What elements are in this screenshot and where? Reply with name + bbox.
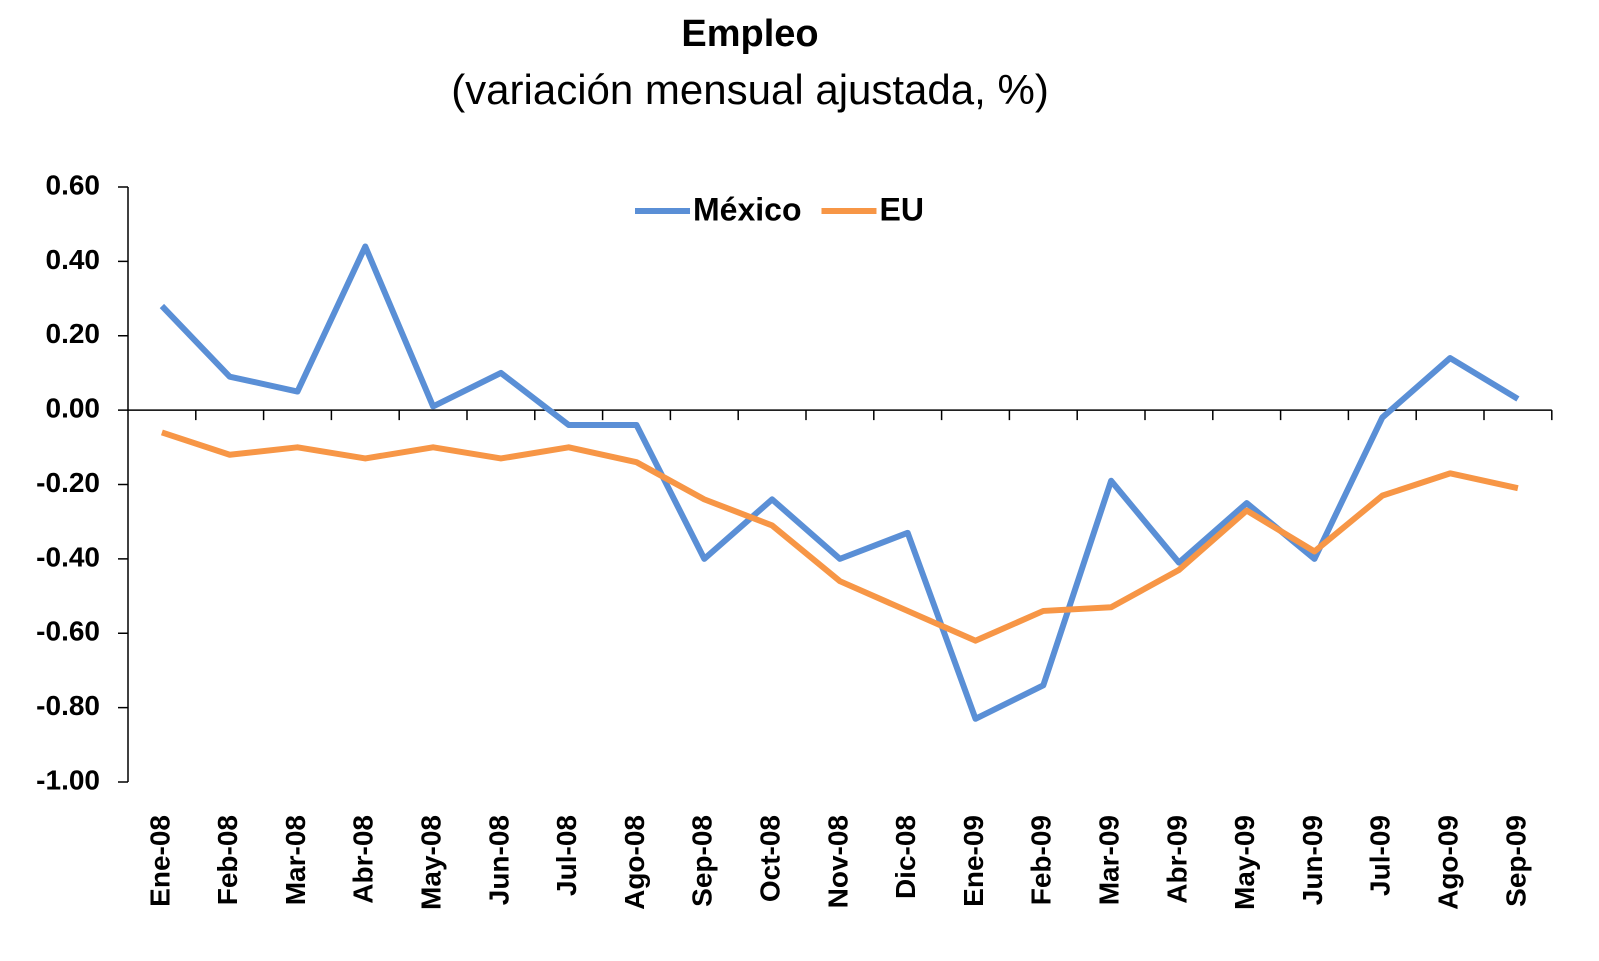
x-tick-label: May-09 [1229, 815, 1260, 910]
x-tick-label: Ene-08 [144, 815, 175, 907]
x-tick-label: Abr-08 [348, 815, 379, 904]
x-tick-label: Ago-09 [1432, 815, 1463, 910]
x-tick-label: Dic-08 [890, 815, 921, 899]
y-tick-label: 0.20 [46, 318, 101, 349]
chart-subtitle: (variación mensual ajustada, %) [451, 66, 1049, 113]
x-tick-label: Jun-08 [483, 815, 514, 905]
x-tick-label: Mar-08 [280, 815, 311, 905]
series-line [159, 243, 1520, 722]
x-tick-label: Ago-08 [619, 815, 650, 910]
x-tick-label: Ene-09 [958, 815, 989, 907]
x-tick-label: Jul-08 [551, 815, 582, 896]
series-line [160, 429, 1519, 644]
x-tick-label: Mar-09 [1093, 815, 1124, 905]
x-tick-label: Sep-09 [1500, 815, 1531, 907]
y-tick-label: -0.60 [36, 616, 100, 647]
x-tick-label: Jul-09 [1365, 815, 1396, 896]
y-tick-label: 0.00 [46, 393, 101, 424]
x-tick-label: Abr-09 [1161, 815, 1192, 904]
x-tick-label: Feb-08 [212, 815, 243, 905]
x-tick-label: Jun-09 [1297, 815, 1328, 905]
x-tick-label: Oct-08 [754, 815, 785, 902]
chart-title: Empleo [681, 13, 818, 55]
y-tick-label: -0.20 [36, 467, 100, 498]
y-tick-label: -0.80 [36, 690, 100, 721]
y-tick-label: -0.40 [36, 541, 100, 572]
x-tick-label: May-08 [415, 815, 446, 910]
y-tick-label: 0.40 [46, 244, 101, 275]
x-tick-label: Sep-08 [687, 815, 718, 907]
x-tick-label: Feb-09 [1026, 815, 1057, 905]
legend-label: EU [879, 191, 923, 227]
x-tick-label: Nov-08 [822, 815, 853, 908]
y-tick-label: -1.00 [36, 764, 100, 795]
legend-label: México [693, 191, 801, 227]
y-tick-label: 0.60 [46, 169, 101, 200]
